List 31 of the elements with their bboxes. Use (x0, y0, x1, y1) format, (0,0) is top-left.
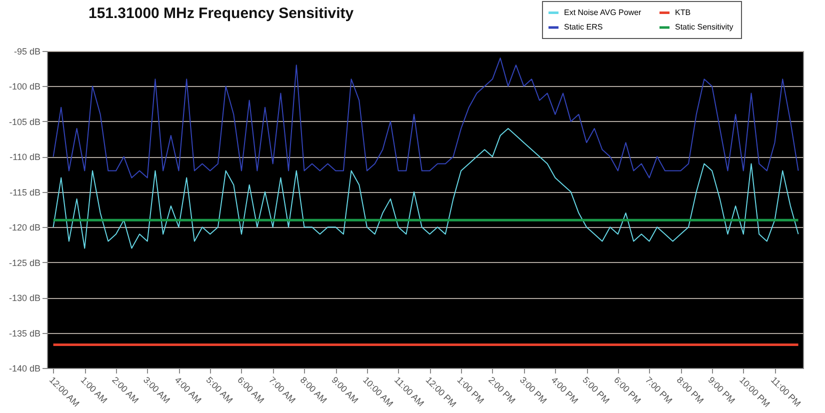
x-tick-label: 8:00 PM (674, 374, 706, 406)
y-tick-label: -140 dB (8, 364, 40, 374)
legend-label: Static Sensitivity (675, 22, 734, 32)
y-tick-label: -95 dB (14, 46, 40, 56)
y-tick-label: -105 dB (8, 116, 40, 127)
y-tick-label: -110 dB (10, 152, 40, 162)
y-tick-label: -135 dB (8, 328, 40, 338)
legend-label: Ext Noise AVG Power (564, 8, 642, 17)
x-tick-label: 4:00 AM (172, 374, 204, 406)
y-tick-label: -130 dB (8, 293, 40, 304)
x-tick-label: 1:00 AM (78, 374, 110, 406)
chart-title: 151.31000 MHz Frequency Sensitivity (88, 5, 354, 22)
line-series (52, 58, 799, 178)
x-tick-label: 4:00 PM (549, 374, 580, 406)
y-tick-label: -115 dB (10, 187, 40, 198)
x-tick-label: 1:00 PM (455, 374, 486, 406)
y-tick-label: -100 dB (8, 82, 40, 92)
y-tick-label: -120 dB (8, 222, 40, 233)
legend-label: KTB (675, 8, 691, 17)
line-series (52, 128, 799, 249)
x-tick-label: 2:00 AM (110, 374, 141, 406)
x-tick-label: 6:00 AM (236, 374, 266, 406)
legend-label: Static ERS (564, 22, 603, 32)
x-tick-label: 3:00 PM (518, 374, 549, 406)
x-tick-label: 8:00 AM (298, 374, 329, 406)
x-tick-label: 2:00 PM (486, 374, 518, 406)
y-tick-label: -125 dB (8, 258, 40, 268)
x-tick-label: 6:00 PM (612, 374, 643, 406)
x-tick-label: 9:00 AM (330, 374, 360, 406)
x-tick-label: 9:00 PM (706, 374, 737, 406)
x-tick-label: 3:00 AM (142, 374, 172, 406)
